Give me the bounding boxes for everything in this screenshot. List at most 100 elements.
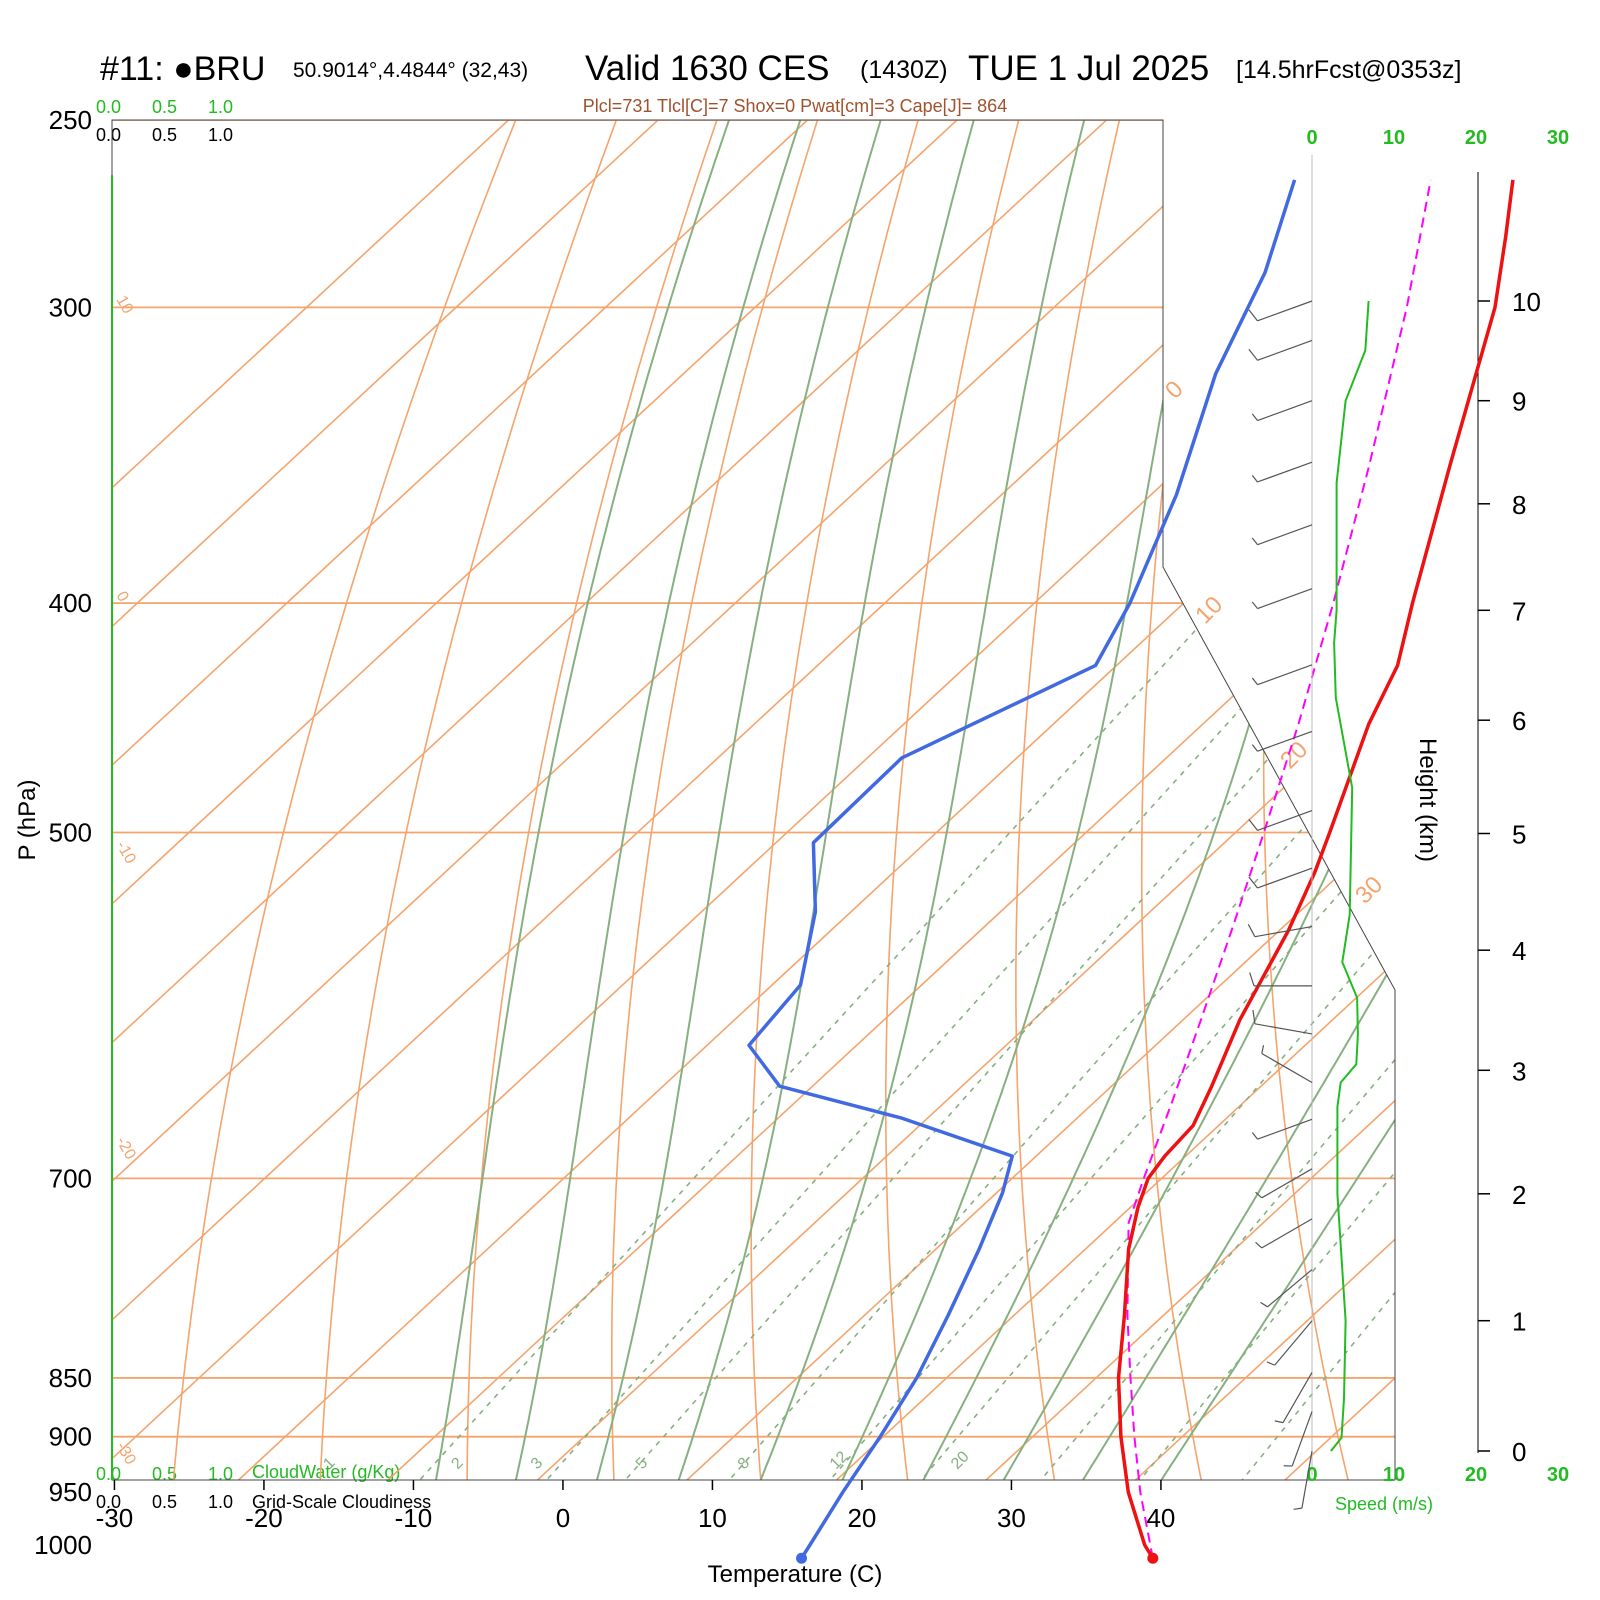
pressure-tick-label: 900	[49, 1422, 92, 1452]
pressure-tick-label: 1000	[34, 1530, 92, 1560]
dry-adiabat	[1497, 120, 1600, 1595]
height-tick-label: 7	[1512, 596, 1526, 626]
dewpoint-line	[747, 179, 1297, 1560]
wind-barb	[1247, 924, 1313, 938]
cloud-scale-top: 0.0 0.5 1.0 0.0 0.5 1.0	[96, 97, 233, 145]
wind-barb	[1261, 1045, 1313, 1084]
dry-adiabat	[750, 120, 919, 1480]
speed-tick-label: 30	[1547, 127, 1569, 149]
dry-adiabat	[316, 120, 618, 1480]
isotherm-line	[1010, 120, 1395, 1480]
cloud-scale-bottom: 0.0 0.5 1.0 CloudWater (g/Kg) 0.0 0.5 1.…	[96, 1462, 431, 1512]
wind-barb	[1274, 1372, 1313, 1424]
svg-text:1.0: 1.0	[208, 1492, 233, 1512]
wind-barb	[1255, 1168, 1313, 1199]
moist-adiabat	[561, 120, 882, 1480]
valid-time: Valid 1630 CES	[585, 49, 830, 88]
wind-barb	[1248, 867, 1313, 889]
wind-barb	[1251, 588, 1313, 610]
mixing-ratio-label: 3	[528, 1454, 546, 1472]
surface-temperature-point	[1147, 1552, 1159, 1564]
height-tick-label: 5	[1512, 820, 1526, 850]
isotherm-line	[112, 120, 1108, 1480]
wind-barb	[1251, 524, 1313, 546]
speed-tick-label: 0	[1306, 127, 1317, 149]
isotherm-label: 30	[1350, 871, 1388, 909]
svg-text:0.0: 0.0	[96, 1464, 121, 1484]
isotherm-line	[1460, 120, 1600, 1595]
isotherm-line	[112, 120, 958, 1480]
dry-adiabat	[1015, 120, 1121, 1480]
isotherm-line	[112, 120, 1257, 1480]
isotherm-label: 10	[113, 293, 137, 317]
height-tick-label: 0	[1512, 1437, 1526, 1467]
x-axis-title: Temperature (C)	[708, 1561, 883, 1588]
wind-barb	[1249, 972, 1312, 987]
dry-adiabat	[1381, 120, 1395, 1480]
mixing-ratio-label: 8	[735, 1454, 753, 1472]
surface-dewpoint-point	[796, 1552, 808, 1564]
isotherm-line	[113, 120, 1395, 1480]
forecast-info: [14.5hrFcst@0353z]	[1236, 56, 1462, 84]
mixing-ratio-label: 2	[448, 1454, 466, 1472]
isotherm-label: 0	[1160, 376, 1189, 405]
moist-adiabat	[412, 120, 730, 1480]
wind-barb	[1255, 1218, 1313, 1249]
speed-axis-title: Speed (m/s)	[1335, 1494, 1433, 1514]
wind-barb	[1251, 1118, 1313, 1140]
valid-date: TUE 1 Jul 2025	[968, 49, 1209, 88]
station-coords: 50.9014°,4.4844° (32,43)	[293, 59, 528, 82]
pressure-tick-label: 500	[49, 817, 92, 847]
x-tick-label: 0	[556, 1503, 570, 1533]
speed-tick-label: 20	[1465, 127, 1487, 149]
svg-text:0.5: 0.5	[152, 1464, 177, 1484]
temperature-line	[1116, 179, 1515, 1560]
isotherm-line	[112, 120, 1395, 1480]
valid-zulu: (1430Z)	[860, 56, 948, 84]
axis-ticks: -30 -20 -10 0 10 20 30 402503004005007008509009…	[34, 105, 1541, 1560]
x-tick-label: 10	[698, 1503, 727, 1533]
pressure-tick-label: 850	[49, 1363, 92, 1393]
thermo-background	[112, 120, 1600, 1595]
svg-text:0.5: 0.5	[152, 125, 177, 145]
isotherm-line	[112, 120, 809, 1480]
moist-adiabat	[786, 120, 1219, 1480]
pressure-tick-label: 700	[49, 1163, 92, 1193]
mixing-ratio-line	[1156, 602, 1395, 1480]
height-tick-label: 9	[1512, 387, 1526, 417]
svg-text:1.0: 1.0	[208, 125, 233, 145]
dry-adiabat	[1140, 120, 1228, 1480]
svg-text:1.0: 1.0	[208, 97, 233, 117]
mixing-ratio-line	[830, 602, 1395, 1480]
mixing-ratio-label: 20	[948, 1448, 973, 1473]
sounding-profiles	[747, 179, 1515, 1564]
parcel-line	[1126, 179, 1432, 1559]
moist-adiabat	[487, 120, 802, 1480]
wind-speed-line	[1330, 300, 1370, 1452]
moist-adiabat	[1085, 120, 1395, 1480]
frame-outline	[111, 119, 1396, 1481]
wind-barb	[1283, 1411, 1313, 1467]
speed-tick-label: 20	[1465, 1464, 1487, 1486]
moist-adiabat	[711, 120, 1086, 1480]
svg-text:0.5: 0.5	[152, 1492, 177, 1512]
x-tick-label: 20	[847, 1503, 876, 1533]
mixing-ratio-line	[323, 602, 1222, 1480]
mixing-ratio-line	[738, 602, 1395, 1480]
x-tick-label: -10	[395, 1503, 433, 1533]
x-tick-label: -30	[96, 1503, 134, 1533]
pressure-tick-label: 400	[49, 588, 92, 618]
mixing-ratio-line	[952, 602, 1395, 1480]
wind-barb	[1260, 1269, 1313, 1308]
x-tick-label: -20	[245, 1503, 283, 1533]
isotherm-label: 20	[1275, 736, 1313, 774]
isotherm-label: -20	[113, 1134, 139, 1163]
wind-barb	[1252, 1009, 1313, 1035]
plot-frame	[111, 119, 1396, 1481]
svg-text:0.0: 0.0	[96, 1492, 121, 1512]
moist-adiabat	[861, 120, 1384, 1480]
moist-adiabat	[636, 120, 975, 1480]
speed-tick-label: 10	[1383, 1464, 1405, 1486]
